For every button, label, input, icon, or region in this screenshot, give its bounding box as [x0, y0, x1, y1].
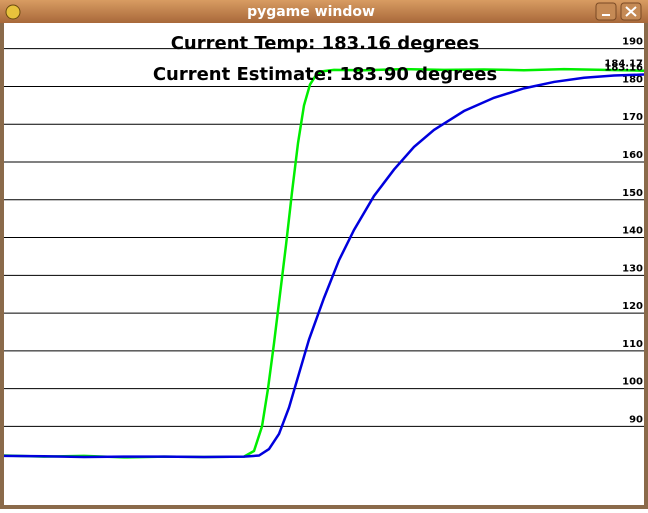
end-value-label: 184.17 — [604, 59, 643, 70]
y-tick-label: 140 — [622, 226, 643, 237]
end-value-label: 183.16 — [604, 63, 643, 74]
plot: 90 100 110 120 130 140 150 160 170 180 190 184.1718… — [3, 33, 645, 459]
y-tick-label: 130 — [622, 263, 643, 274]
y-tick-label: 160 — [622, 150, 643, 161]
data-line — [3, 73, 645, 459]
y-tick-label: 180 — [622, 74, 643, 85]
y-tick-label: 90 — [629, 414, 643, 425]
y-tick-label: 170 — [622, 112, 643, 123]
y-tick-label: 120 — [622, 301, 643, 312]
title-bar — [0, 0, 648, 23]
window-icon — [5, 4, 21, 20]
y-tick-label: 110 — [622, 339, 643, 350]
minimize-button[interactable] — [595, 2, 617, 21]
y-tick-label: 150 — [622, 188, 643, 199]
window-title: pygame window — [247, 4, 375, 20]
status-text: Current Temp: 183.16 degrees — [171, 33, 480, 54]
y-tick-label: 100 — [622, 377, 643, 388]
canvas — [4, 23, 644, 505]
close-icon — [625, 6, 637, 17]
status-text: Current Estimate: 183.90 degrees — [153, 64, 497, 85]
y-tick-label: 190 — [622, 37, 643, 48]
